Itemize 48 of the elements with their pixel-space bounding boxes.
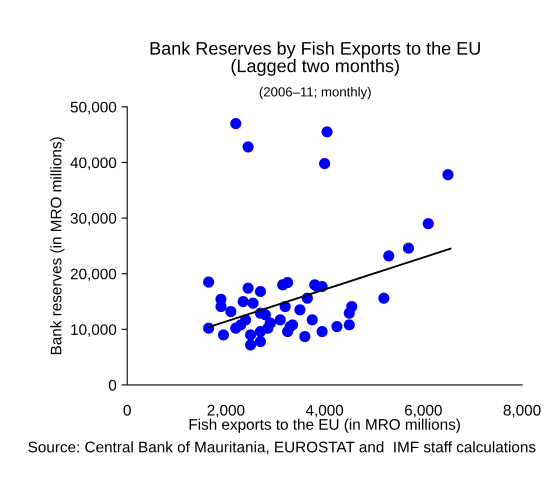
point — [242, 282, 254, 294]
point — [378, 292, 390, 304]
source-note: Source: Central Bank of Mauritania, EUROSTAT and IMF staff calculations — [28, 441, 536, 454]
x-axis-title: Fish exports to the EU (in MRO millions) — [190, 418, 460, 433]
x-tick-label: 4,000 — [306, 404, 344, 418]
y-tick-label: 40,000 — [70, 157, 116, 170]
x-tick-label: 8,000 — [504, 404, 541, 418]
point — [282, 277, 294, 288]
point — [383, 250, 394, 262]
point — [344, 308, 355, 319]
point — [316, 326, 328, 338]
point — [264, 318, 276, 329]
point — [344, 319, 355, 330]
y-axis-title: Bank reserves (in MRO millions) — [50, 137, 64, 354]
point — [225, 306, 236, 318]
y-tick-label: 20,000 — [70, 268, 116, 282]
point — [203, 276, 214, 288]
point — [319, 158, 330, 170]
x-tick-label: 6,000 — [404, 404, 442, 418]
x-tick-label: 2,000 — [208, 404, 244, 418]
point — [245, 339, 256, 350]
point — [299, 330, 310, 342]
x-tick-label: 0 — [124, 404, 131, 416]
point — [238, 296, 249, 308]
chart-title: Bank Reserves by Fish Exports to the EU (Lagged two months) — [150, 42, 480, 76]
point — [245, 329, 256, 340]
point — [260, 309, 271, 320]
point — [254, 286, 266, 298]
point — [274, 314, 286, 326]
y-tick-label: 0 — [108, 380, 116, 391]
point — [254, 336, 266, 348]
point — [322, 126, 333, 138]
point — [242, 141, 254, 152]
point — [422, 218, 434, 230]
y-tick-label: 10,000 — [71, 324, 116, 337]
point — [218, 329, 229, 340]
point — [442, 169, 454, 180]
point — [402, 242, 414, 254]
point — [284, 320, 296, 332]
point — [230, 118, 242, 130]
y-tick-label: 50,000 — [70, 102, 116, 114]
point — [247, 298, 259, 309]
point — [331, 320, 343, 332]
point — [306, 314, 318, 326]
y-tick-label: 30,000 — [70, 212, 116, 226]
chart-subtitle: (2006–11; monthly) — [260, 86, 371, 100]
point — [294, 304, 306, 316]
point — [235, 319, 246, 330]
